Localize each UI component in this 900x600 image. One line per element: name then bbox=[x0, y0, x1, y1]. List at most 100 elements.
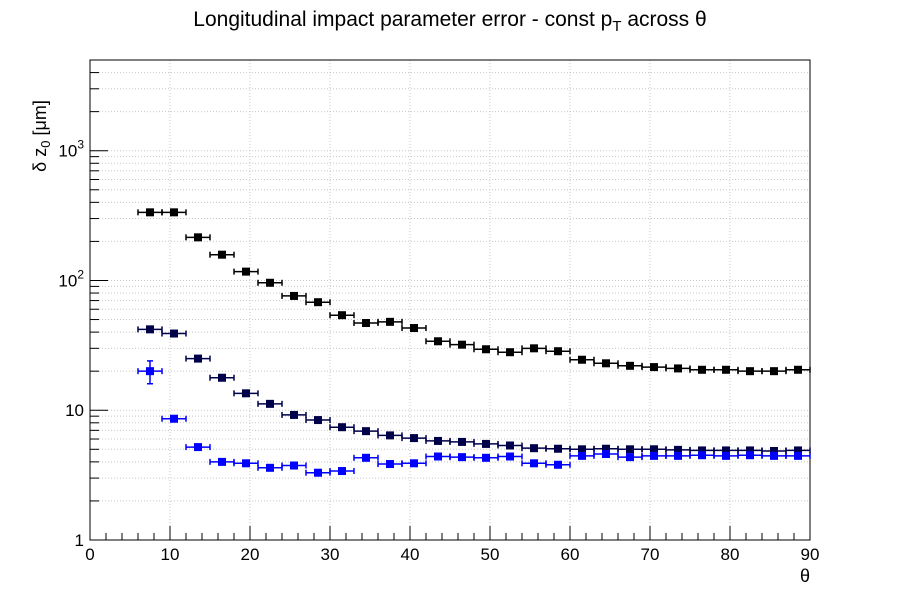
data-point bbox=[218, 457, 226, 466]
x-tick-label: 60 bbox=[561, 545, 580, 564]
grid-lines bbox=[90, 59, 810, 540]
data-point bbox=[578, 355, 586, 364]
data-point bbox=[146, 325, 154, 334]
x-tick-label: 20 bbox=[241, 545, 260, 564]
data-point bbox=[794, 451, 802, 460]
y-tick-label-exponent: 2 bbox=[77, 267, 84, 281]
data-point bbox=[746, 451, 754, 460]
data-point bbox=[482, 345, 490, 354]
x-axis-label: θ bbox=[800, 566, 810, 586]
data-point bbox=[458, 453, 466, 462]
data-point bbox=[290, 461, 298, 470]
data-series bbox=[137, 208, 811, 477]
y-tick-label: 102 bbox=[58, 267, 84, 290]
data-point bbox=[770, 367, 778, 376]
data-point bbox=[386, 431, 394, 440]
x-tick-label: 10 bbox=[161, 545, 180, 564]
data-point bbox=[338, 423, 346, 432]
data-point bbox=[602, 359, 610, 368]
data-point bbox=[554, 460, 562, 469]
data-point bbox=[650, 445, 658, 454]
data-point bbox=[554, 347, 562, 356]
data-point bbox=[578, 445, 586, 454]
data-point bbox=[194, 354, 202, 363]
x-tick-label: 80 bbox=[721, 545, 740, 564]
data-point bbox=[194, 443, 202, 452]
y-tick-label-base: 10 bbox=[58, 271, 77, 290]
data-point bbox=[170, 329, 178, 338]
data-point bbox=[674, 445, 682, 454]
data-point bbox=[794, 365, 802, 374]
x-tick-label: 40 bbox=[401, 545, 420, 564]
chart-title: Longitudinal impact parameter error - co… bbox=[0, 8, 900, 35]
data-point bbox=[530, 344, 538, 353]
data-point bbox=[434, 452, 442, 461]
data-point bbox=[362, 453, 370, 462]
data-point bbox=[506, 441, 514, 450]
data-point bbox=[578, 451, 586, 460]
data-point bbox=[506, 452, 514, 461]
plot-frame bbox=[89, 59, 811, 541]
y-tick-label: 10 bbox=[65, 401, 84, 420]
data-point bbox=[626, 361, 634, 370]
data-point bbox=[770, 447, 778, 456]
y-tick-label: 1 bbox=[75, 531, 84, 550]
data-point bbox=[674, 451, 682, 460]
chart-title-main: Longitudinal impact parameter error - co… bbox=[193, 8, 613, 31]
series-3 bbox=[137, 360, 811, 477]
data-point bbox=[626, 453, 634, 462]
data-point bbox=[194, 233, 202, 242]
data-point bbox=[506, 348, 514, 357]
x-tick-label: 90 bbox=[801, 545, 820, 564]
data-point bbox=[362, 427, 370, 436]
series-1 bbox=[137, 208, 811, 376]
data-point bbox=[602, 444, 610, 453]
data-point bbox=[722, 451, 730, 460]
data-point bbox=[266, 399, 274, 408]
data-point bbox=[410, 459, 418, 468]
data-point bbox=[698, 365, 706, 374]
y-axis-label: δ z0 [μm] bbox=[30, 100, 53, 172]
data-point bbox=[482, 453, 490, 462]
data-point bbox=[146, 367, 154, 376]
data-point bbox=[746, 446, 754, 455]
y-axis-label-subscript: 0 bbox=[38, 141, 53, 148]
data-point bbox=[242, 459, 250, 468]
data-point bbox=[722, 365, 730, 374]
y-tick-label-exponent: 3 bbox=[77, 138, 84, 152]
data-point bbox=[314, 416, 322, 425]
data-point bbox=[434, 337, 442, 346]
chart-title-subscript: T bbox=[612, 18, 622, 36]
x-tick-label: 30 bbox=[321, 545, 340, 564]
data-point bbox=[458, 437, 466, 446]
data-point bbox=[626, 445, 634, 454]
data-point bbox=[722, 446, 730, 455]
data-point bbox=[458, 340, 466, 349]
y-axis-label-main: δ z bbox=[30, 148, 50, 172]
data-point bbox=[746, 367, 754, 376]
y-axis-label-tail: [μm] bbox=[30, 100, 50, 140]
data-point bbox=[290, 291, 298, 300]
data-point bbox=[266, 463, 274, 472]
data-point bbox=[698, 451, 706, 460]
data-point bbox=[314, 298, 322, 307]
data-point bbox=[650, 363, 658, 372]
data-point bbox=[386, 460, 394, 469]
data-point bbox=[530, 444, 538, 453]
data-point bbox=[410, 434, 418, 443]
data-point bbox=[794, 446, 802, 455]
chart-title-tail: across θ bbox=[621, 8, 707, 31]
data-point bbox=[338, 311, 346, 320]
data-point bbox=[386, 317, 394, 326]
data-point bbox=[530, 459, 538, 468]
data-point bbox=[770, 451, 778, 460]
data-point bbox=[170, 208, 178, 217]
data-point bbox=[242, 389, 250, 398]
data-point bbox=[146, 208, 154, 217]
x-tick-label: 50 bbox=[481, 545, 500, 564]
y-tick-label-base: 10 bbox=[58, 142, 77, 161]
data-point bbox=[698, 446, 706, 455]
data-point bbox=[314, 468, 322, 477]
x-tick-label: 70 bbox=[641, 545, 660, 564]
